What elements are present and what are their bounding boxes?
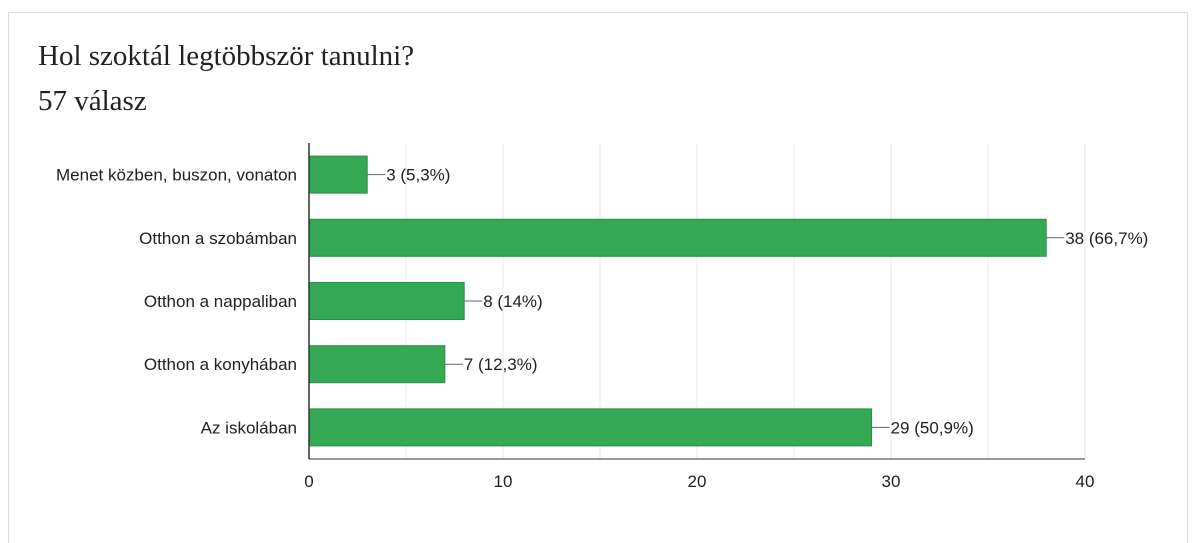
question-title: Hol szoktál legtöbbször tanulni? [38,40,415,72]
category-label: Menet közben, buszon, vonaton [56,166,297,185]
x-tick-label: 40 [1076,472,1095,491]
axes: 0 10 20 30 40 [304,143,1094,491]
x-tick-label: 30 [882,472,901,491]
bar [308,345,446,384]
labels: 3 (5,3%) Menet közben, buszon, vonaton 38 … [56,166,1148,438]
grid-lines [405,143,1086,459]
category-label: Otthon a konyhában [144,355,297,374]
category-label: Az iskolában [201,418,297,437]
category-label: Otthon a szobámban [139,229,297,248]
bar [308,155,368,194]
bar [308,218,1047,257]
value-label: 3 (5,3%) [386,166,450,185]
bars [308,155,1047,447]
bar [308,282,465,320]
category-label: Otthon a nappaliban [144,292,297,311]
value-label: 8 (14%) [483,292,543,311]
value-label: 29 (50,9%) [891,418,974,437]
value-label: 7 (12,3%) [464,355,538,374]
bar [308,408,873,447]
response-count: 57 válasz [38,85,147,117]
x-tick-label: 20 [688,472,707,491]
x-tick-label: 0 [304,472,313,491]
value-label: 38 (66,7%) [1065,229,1148,248]
chart-card [8,12,1188,543]
x-tick-label: 10 [494,472,513,491]
